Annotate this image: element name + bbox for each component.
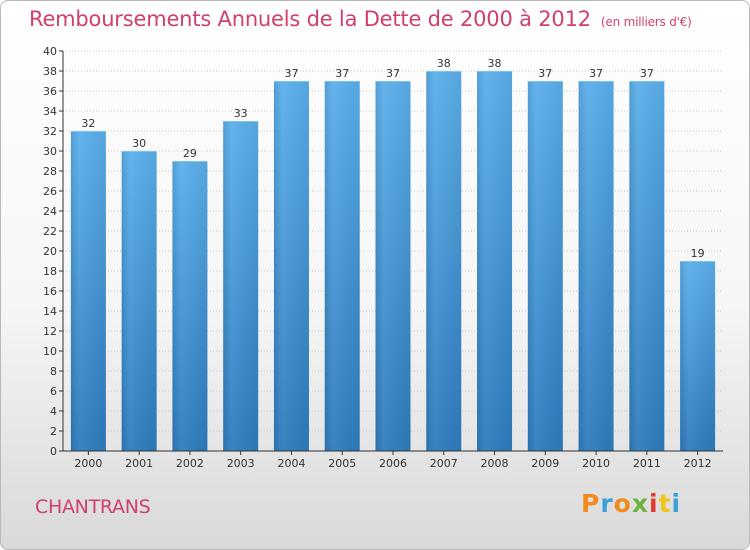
data-label: 30 <box>132 137 146 150</box>
bar-shade <box>375 81 411 451</box>
x-tick-label: 2006 <box>379 457 407 470</box>
bar-shade <box>223 121 259 451</box>
y-tick-label: 26 <box>43 185 57 198</box>
chart-unit: (en milliers d'€) <box>600 15 692 29</box>
data-label: 29 <box>183 147 197 160</box>
data-label: 32 <box>81 117 95 130</box>
y-tick-label: 36 <box>43 85 57 98</box>
y-tick-label: 22 <box>43 225 57 238</box>
bar-shade <box>70 131 106 451</box>
data-label: 37 <box>284 67 298 80</box>
chart-title: Remboursements Annuels de la Dette de 20… <box>29 7 692 31</box>
x-tick-label: 2002 <box>176 457 204 470</box>
data-label: 37 <box>589 67 603 80</box>
y-tick-label: 30 <box>43 145 57 158</box>
y-tick-label: 10 <box>43 345 57 358</box>
bar-shade <box>477 71 513 451</box>
x-tick-label: 2004 <box>277 457 305 470</box>
y-tick-label: 2 <box>50 425 57 438</box>
data-label: 37 <box>386 67 400 80</box>
bar-shade <box>121 151 157 451</box>
y-tick-label: 18 <box>43 265 57 278</box>
y-tick-label: 16 <box>43 285 57 298</box>
x-tick-label: 2007 <box>430 457 458 470</box>
data-label: 19 <box>691 247 705 260</box>
y-tick-label: 8 <box>50 365 57 378</box>
x-tick-label: 2012 <box>684 457 712 470</box>
x-tick-label: 2011 <box>633 457 661 470</box>
y-tick-label: 38 <box>43 65 57 78</box>
y-tick-label: 4 <box>50 405 57 418</box>
bar-shade <box>680 261 716 451</box>
x-tick-label: 2003 <box>227 457 255 470</box>
y-tick-label: 24 <box>43 205 57 218</box>
x-tick-label: 2008 <box>481 457 509 470</box>
y-tick-label: 0 <box>50 445 57 458</box>
y-tick-label: 6 <box>50 385 57 398</box>
commune-name: CHANTRANS <box>35 496 151 518</box>
bar-shade <box>324 81 360 451</box>
bar-shade <box>629 81 665 451</box>
bar-shade <box>172 161 208 451</box>
data-label: 33 <box>234 107 248 120</box>
data-label: 38 <box>437 57 451 70</box>
y-tick-label: 28 <box>43 165 57 178</box>
x-tick-label: 2009 <box>531 457 559 470</box>
x-tick-label: 2000 <box>74 457 102 470</box>
bar-shade <box>426 71 462 451</box>
x-tick-label: 2001 <box>125 457 153 470</box>
bar-shade <box>527 81 563 451</box>
chart-title-text: Remboursements Annuels de la Dette de 20… <box>29 7 591 31</box>
y-tick-label: 12 <box>43 325 57 338</box>
y-tick-label: 14 <box>43 305 57 318</box>
y-tick-label: 34 <box>43 105 57 118</box>
y-tick-label: 32 <box>43 125 57 138</box>
data-label: 37 <box>538 67 552 80</box>
x-tick-label: 2010 <box>582 457 610 470</box>
x-tick-label: 2005 <box>328 457 356 470</box>
y-tick-label: 20 <box>43 245 57 258</box>
bar-shade <box>273 81 309 451</box>
proxiti-logo: Proxiti <box>581 489 682 518</box>
data-label: 38 <box>488 57 502 70</box>
data-label: 37 <box>335 67 349 80</box>
y-tick-label: 40 <box>43 45 57 58</box>
bar-shade <box>578 81 614 451</box>
data-label: 37 <box>640 67 654 80</box>
